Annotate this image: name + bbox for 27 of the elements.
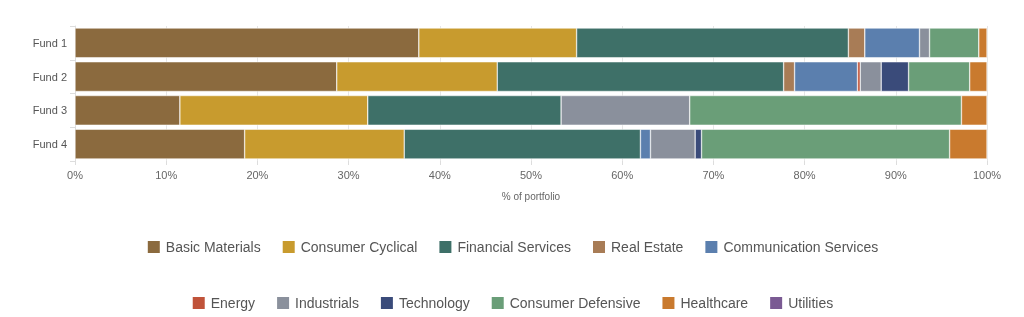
x-tick-label: 90% [884, 168, 908, 181]
legend-label: Utilities [788, 295, 834, 311]
legend-label: Financial Services [457, 239, 572, 255]
legend-label: Consumer Defensive [509, 295, 641, 311]
legend-label: Communication Services [723, 239, 879, 255]
y-tick-label: Fund 3 [32, 104, 67, 117]
x-tick-label: 100% [972, 168, 1002, 181]
legend-label: Energy [210, 295, 256, 311]
legend-label: Industrials [295, 295, 359, 311]
legend-label: Technology [398, 295, 470, 311]
x-tick-label: 20% [246, 168, 269, 181]
x-tick-label: 10% [155, 168, 178, 181]
legend-label: Basic Materials [165, 239, 261, 255]
y-tick-label: Fund 4 [32, 138, 67, 151]
x-tick-label: 80% [793, 168, 816, 181]
x-tick-label: 0% [67, 168, 84, 181]
x-tick-label: 70% [702, 168, 725, 181]
legend-label: Consumer Cyclical [300, 239, 418, 255]
y-tick-label: Fund 1 [32, 36, 67, 49]
x-axis-title: % of portfolio [501, 190, 561, 202]
x-tick-label: 40% [428, 168, 452, 181]
x-tick-label: 60% [611, 168, 634, 181]
x-tick-label: 50% [519, 168, 543, 181]
x-tick-label: 30% [337, 168, 360, 181]
y-tick-label: Fund 2 [32, 70, 67, 83]
legend-label: Healthcare [680, 295, 749, 311]
legend-label: Real Estate [611, 239, 684, 255]
